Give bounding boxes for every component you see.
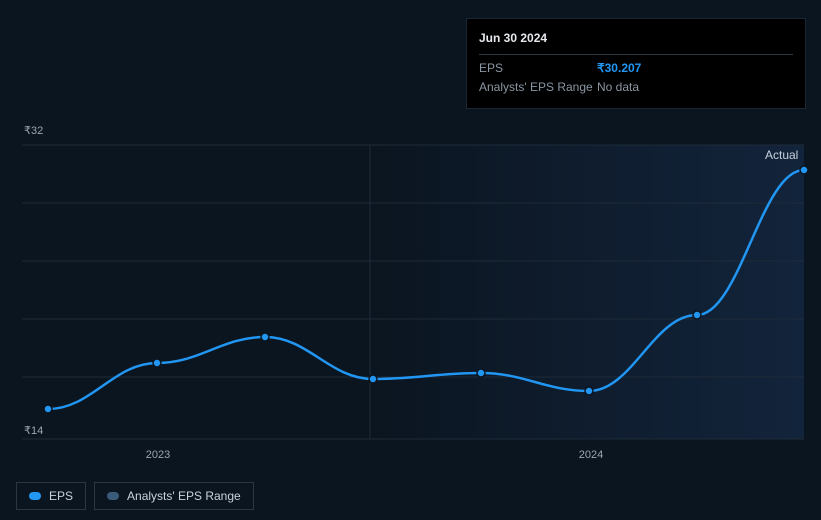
tooltip-label: Analysts' EPS Range <box>479 78 597 97</box>
tooltip-label: EPS <box>479 59 597 78</box>
tooltip-value: ₹30.207 <box>597 59 641 78</box>
x-axis-label: 2023 <box>146 449 170 461</box>
tooltip-date: Jun 30 2024 <box>479 29 793 55</box>
y-axis-label-bottom: ₹14 <box>24 424 43 437</box>
legend-swatch <box>29 492 41 500</box>
chart-legend: EPS Analysts' EPS Range <box>16 482 254 510</box>
legend-item-eps[interactable]: EPS <box>16 482 86 510</box>
legend-label: EPS <box>49 489 73 503</box>
legend-label: Analysts' EPS Range <box>127 489 241 503</box>
tooltip-value: No data <box>597 78 639 97</box>
tooltip-row: Analysts' EPS Range No data <box>479 78 793 97</box>
y-axis-label-top: ₹32 <box>24 124 43 137</box>
chart-tooltip: Jun 30 2024 EPS ₹30.207 Analysts' EPS Ra… <box>466 18 806 109</box>
legend-swatch <box>107 492 119 500</box>
legend-item-analysts-range[interactable]: Analysts' EPS Range <box>94 482 254 510</box>
tooltip-row: EPS ₹30.207 <box>479 59 793 78</box>
x-axis-label: 2024 <box>579 449 603 461</box>
actual-region-label: Actual <box>765 148 798 162</box>
